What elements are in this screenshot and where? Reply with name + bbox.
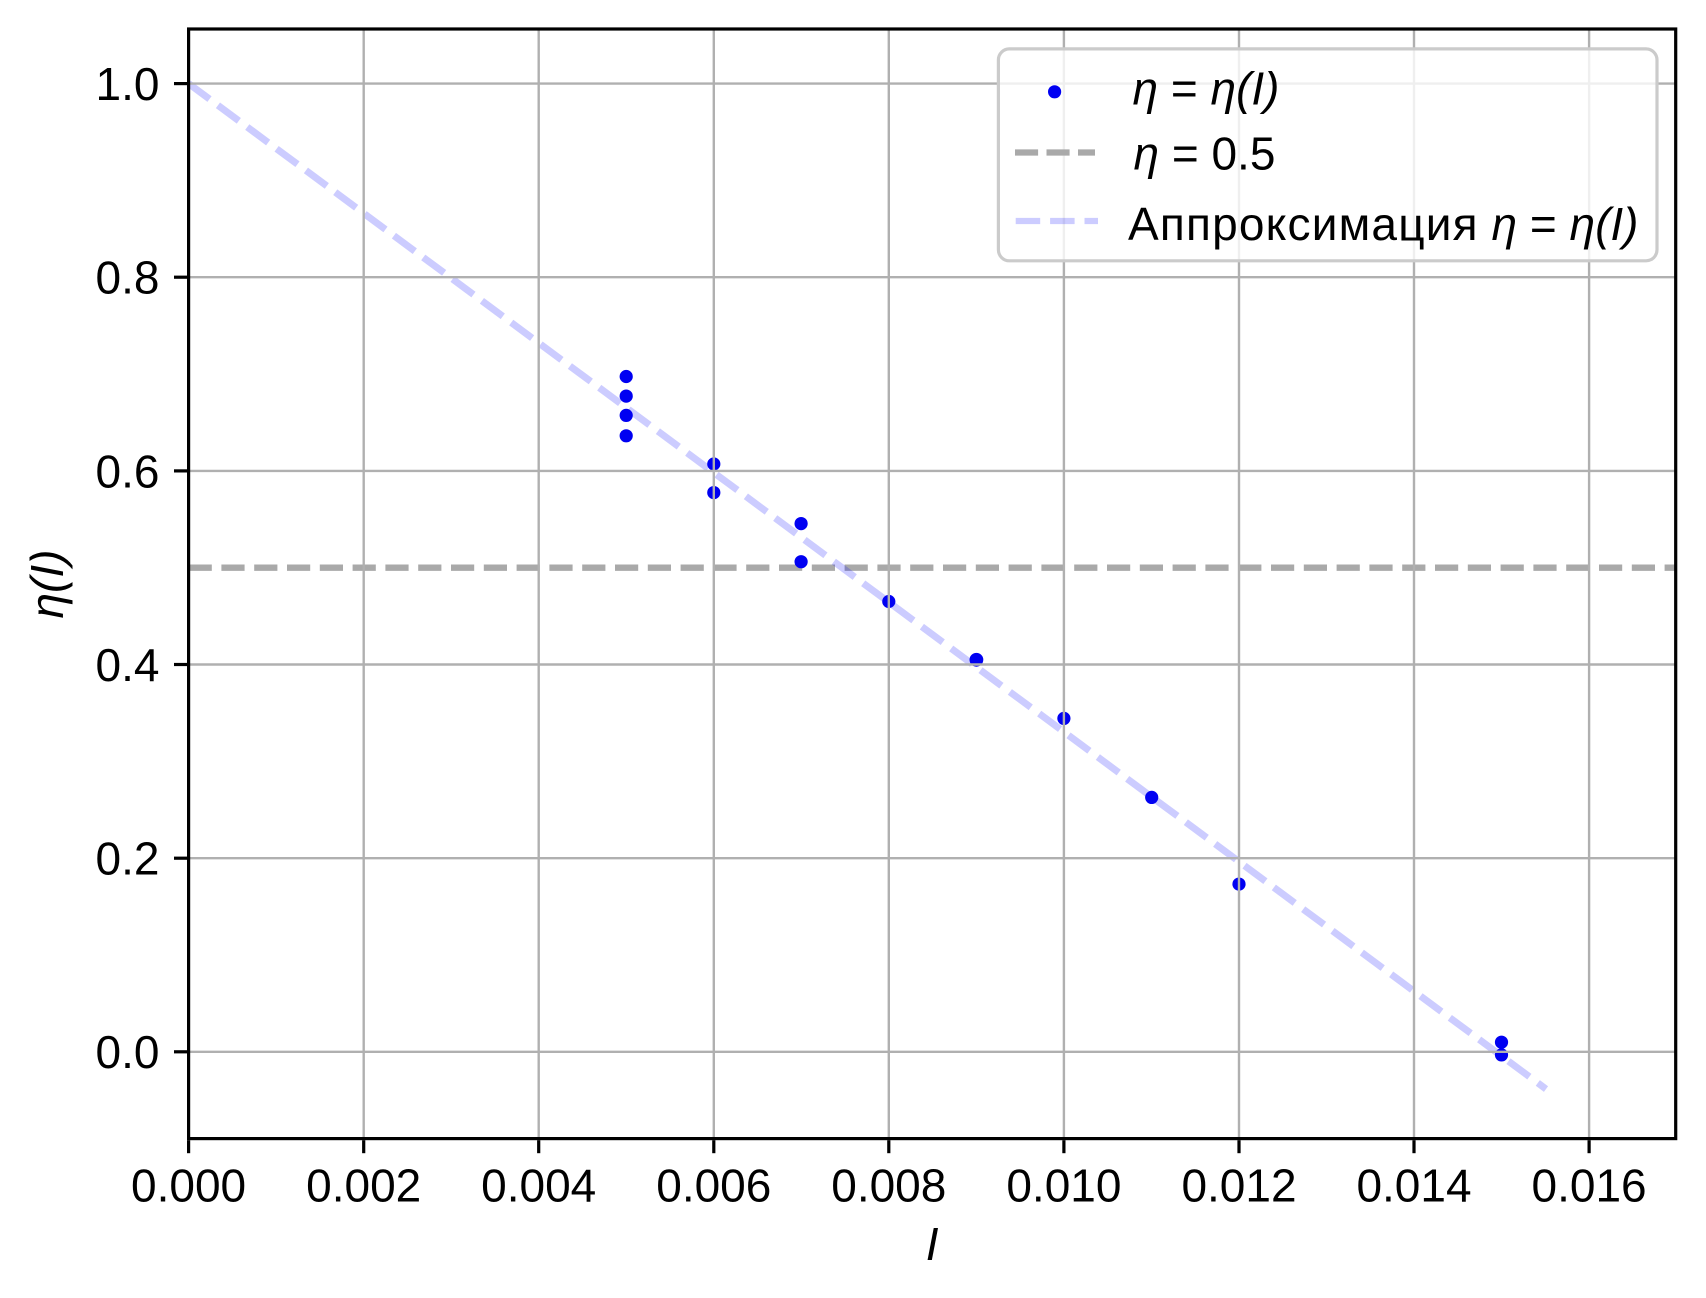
svg-text:1.0: 1.0 [96,58,160,110]
svg-text:0.006: 0.006 [656,1160,771,1212]
svg-text:0.002: 0.002 [306,1160,421,1212]
svg-text:I: I [926,1218,939,1270]
svg-text:0.2: 0.2 [96,833,160,885]
svg-text:0.4: 0.4 [96,639,160,691]
svg-text:Аппроксимация η = η(I): Аппроксимация η = η(I) [1128,198,1639,250]
svg-text:η = η(I): η = η(I) [1133,63,1280,115]
svg-text:0.000: 0.000 [131,1160,246,1212]
svg-text:η = 0.5: η = 0.5 [1134,128,1276,180]
svg-text:0.014: 0.014 [1356,1160,1471,1212]
svg-text:0.8: 0.8 [96,252,160,304]
svg-text:0.016: 0.016 [1532,1160,1647,1212]
svg-text:η(I): η(I) [21,550,73,619]
svg-text:0.012: 0.012 [1181,1160,1296,1212]
svg-text:0.0: 0.0 [96,1026,160,1078]
svg-text:0.004: 0.004 [481,1160,596,1212]
svg-text:0.010: 0.010 [1006,1160,1121,1212]
svg-text:0.008: 0.008 [831,1160,946,1212]
svg-text:0.6: 0.6 [96,445,160,497]
